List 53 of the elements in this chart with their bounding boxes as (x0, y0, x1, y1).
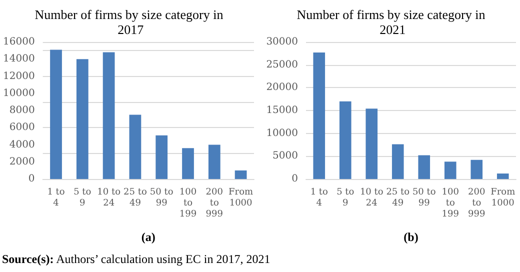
bar (76, 59, 88, 179)
y-tick-label: 5000 (272, 150, 298, 162)
y-tick-label: 8000 (9, 105, 35, 116)
x-tick-label: 50 to 99 (150, 188, 174, 208)
y-tick-label: 4000 (9, 139, 35, 150)
source-note: Source(s): Authors’ calculation using EC in 2017, 2021 (2, 252, 270, 267)
y-tick-label: 15000 (266, 105, 298, 116)
bar (182, 148, 194, 179)
x-tick-label: 25 to 49 (386, 188, 410, 208)
x-tick-label: 5 to 9 (336, 188, 354, 208)
bar (366, 108, 378, 179)
y-tick-label: 10000 (266, 128, 298, 139)
y-tick-label: 10000 (3, 88, 35, 99)
y-tick-label: 16000 (3, 36, 35, 48)
x-tick-label: 50 to 99 (412, 188, 436, 208)
y-tick-label: 0 (292, 174, 298, 184)
x-tick-label: 25 to 49 (124, 188, 147, 208)
bar (339, 101, 352, 179)
y-tick-label: 2000 (9, 156, 35, 168)
bar (50, 50, 62, 179)
y-tick-label: 6000 (9, 122, 35, 134)
bar (156, 135, 168, 179)
chart-title: Number of firms by size category in 2021 (296, 7, 486, 37)
x-tick-label: 5 to 9 (74, 188, 92, 208)
x-tick-label: 200 to 999 (468, 188, 486, 220)
x-axis-title: (a) (141, 230, 156, 244)
x-axis-title: (b) (404, 230, 418, 244)
x-tick-label: 10 to 24 (97, 188, 120, 208)
x-tick-label: 200 to 999 (206, 188, 224, 220)
x-tick-label: 1 to 4 (47, 188, 65, 208)
y-tick-label: 14000 (3, 54, 35, 65)
x-tick-label: 10 to 24 (360, 188, 384, 208)
bar (392, 144, 404, 179)
y-tick-label: 25000 (266, 59, 298, 70)
y-tick-label: 30000 (266, 36, 298, 48)
x-tick-label: From 1000 (490, 188, 516, 208)
y-tick-label: 0 (28, 174, 35, 184)
x-tick-label: 1 to 4 (310, 188, 328, 208)
y-tick-label: 12000 (3, 70, 35, 82)
bar (129, 114, 142, 179)
bar (102, 52, 115, 179)
x-tick-label: From 1000 (228, 188, 254, 208)
x-tick-label: 100 to 199 (179, 188, 197, 220)
bar (470, 160, 483, 179)
bar (444, 162, 456, 179)
bar (418, 155, 430, 179)
bar (313, 52, 326, 179)
bar (234, 170, 247, 179)
x-tick-label: 100 to 199 (442, 188, 460, 220)
y-tick-label: 20000 (266, 82, 298, 94)
chart-title: Number of firms by size category in 2017 (34, 7, 224, 37)
bar (208, 144, 220, 179)
bar (496, 174, 509, 179)
